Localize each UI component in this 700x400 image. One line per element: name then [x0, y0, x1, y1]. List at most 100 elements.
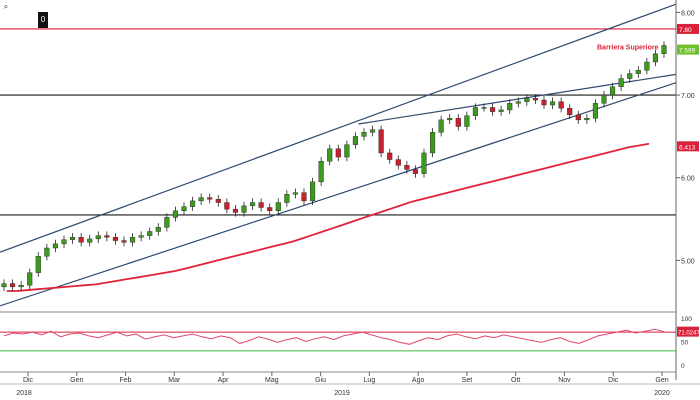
- x-month-label: Apr: [218, 377, 230, 384]
- candle: [181, 206, 187, 212]
- candle: [430, 132, 436, 154]
- last-price-tag: 7.599: [679, 48, 696, 55]
- ma-value-tag: 6.413: [679, 144, 696, 151]
- candle: [52, 243, 58, 249]
- candle: [301, 192, 307, 202]
- oscillator-tick-label: 50: [681, 340, 689, 347]
- candle: [455, 118, 461, 127]
- x-month-label: Mar: [168, 377, 181, 384]
- oscillator-value: 71.0247: [678, 331, 700, 337]
- y-tick-label: 5.00: [681, 258, 695, 265]
- oscillator-line: [3, 328, 665, 345]
- x-month-label: Feb: [120, 377, 132, 384]
- candle: [395, 159, 401, 166]
- candle: [284, 194, 290, 203]
- candle: [361, 132, 367, 137]
- candle: [567, 108, 573, 116]
- candle: [627, 73, 633, 79]
- oscillator-tick-label: 0: [681, 363, 685, 370]
- candle: [344, 144, 350, 158]
- x-month-label: Lug: [364, 377, 376, 384]
- candle: [601, 94, 607, 104]
- candle: [275, 202, 281, 212]
- candle: [412, 169, 418, 174]
- candle: [232, 208, 238, 213]
- candle: [447, 118, 453, 121]
- x-month-label: Giu: [315, 377, 326, 384]
- x-month-label: Dic: [608, 377, 619, 384]
- candle: [421, 152, 427, 174]
- candle: [438, 119, 444, 133]
- candle: [95, 235, 101, 240]
- candle: [172, 210, 178, 218]
- barrier-value-tag: 7.80: [679, 27, 692, 34]
- candle: [584, 118, 590, 121]
- ma-value-tag-bg: [677, 141, 699, 152]
- x-month-label: Mag: [265, 377, 279, 384]
- x-month-label: Ago: [412, 377, 425, 384]
- candle: [481, 107, 487, 109]
- reset-button[interactable]: 0: [38, 12, 48, 28]
- candle: [207, 197, 213, 200]
- candle: [327, 148, 333, 162]
- candle: [190, 200, 196, 207]
- candle: [35, 256, 41, 273]
- candle: [644, 61, 650, 71]
- candle: [541, 99, 547, 106]
- y-tick-label: 6.00: [681, 176, 695, 183]
- last-price-tag-bg: [677, 44, 699, 55]
- y-tick-label: 7.00: [681, 93, 695, 100]
- x-month-label: Gen: [70, 377, 83, 384]
- candle: [258, 202, 264, 208]
- candle: [61, 239, 67, 245]
- candle: [10, 283, 16, 288]
- magnifier-icon[interactable]: ⌕: [3, 2, 9, 11]
- candle: [224, 202, 230, 210]
- candle: [18, 285, 24, 288]
- moving-average-line: [6, 142, 650, 292]
- oscillator-panel: [0, 328, 676, 352]
- candle: [661, 45, 667, 54]
- x-month-label: Ott: [511, 377, 520, 384]
- candle: [78, 237, 84, 243]
- candle: [130, 237, 136, 243]
- candle: [652, 53, 658, 63]
- candle: [138, 235, 144, 238]
- trendline-channel-upper: [0, 3, 677, 253]
- x-year-label: 2018: [16, 390, 32, 397]
- candle: [121, 240, 127, 243]
- candle: [147, 231, 153, 236]
- x-month-label: Dic: [23, 377, 34, 384]
- candle: [198, 197, 204, 202]
- candle: [155, 227, 161, 232]
- candle: [44, 247, 50, 257]
- candle: [472, 107, 478, 116]
- candle: [610, 86, 616, 96]
- x-month-label: Gen: [655, 377, 668, 384]
- candle: [352, 136, 358, 145]
- candle: [164, 217, 170, 228]
- candle: [87, 238, 93, 243]
- candle: [1, 283, 7, 288]
- candle: [250, 202, 256, 207]
- candle: [310, 181, 316, 202]
- candle: [464, 115, 470, 127]
- x-month-label: Set: [462, 377, 473, 384]
- candle: [267, 207, 273, 211]
- candle: [378, 129, 384, 154]
- x-month-label: Nov: [558, 377, 571, 384]
- candle: [524, 98, 530, 102]
- candle: [70, 237, 76, 240]
- x-year-label: 2019: [334, 390, 350, 397]
- candle: [215, 199, 221, 203]
- candle: [635, 70, 641, 74]
- candle: [575, 114, 581, 121]
- candle: [404, 165, 410, 170]
- candle: [318, 160, 324, 183]
- candle: [27, 272, 33, 286]
- candle: [550, 101, 556, 106]
- candle: [592, 103, 598, 119]
- candle: [532, 98, 538, 101]
